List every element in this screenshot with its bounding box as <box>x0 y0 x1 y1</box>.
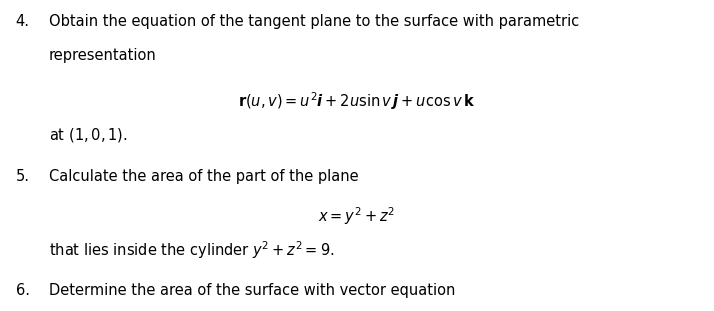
Text: Calculate the area of the part of the plane: Calculate the area of the part of the pl… <box>49 169 358 184</box>
Text: at $(1, 0, 1)$.: at $(1, 0, 1)$. <box>49 126 127 144</box>
Text: Determine the area of the surface with vector equation: Determine the area of the surface with v… <box>49 283 455 298</box>
Text: representation: representation <box>49 48 156 63</box>
Text: 5.: 5. <box>16 169 30 184</box>
Text: 4.: 4. <box>16 14 30 29</box>
Text: $\mathbf{r}(u, v) = u^2\boldsymbol{i} + 2u\sin v\,\boldsymbol{j} + u\cos v\,\mat: $\mathbf{r}(u, v) = u^2\boldsymbol{i} + … <box>238 90 476 112</box>
Text: 6.: 6. <box>16 283 30 298</box>
Text: $x = y^2 + z^2$: $x = y^2 + z^2$ <box>318 205 396 227</box>
Text: Obtain the equation of the tangent plane to the surface with parametric: Obtain the equation of the tangent plane… <box>49 14 579 29</box>
Text: that lies inside the cylinder $y^2 + z^2 = 9$.: that lies inside the cylinder $y^2 + z^2… <box>49 239 334 261</box>
